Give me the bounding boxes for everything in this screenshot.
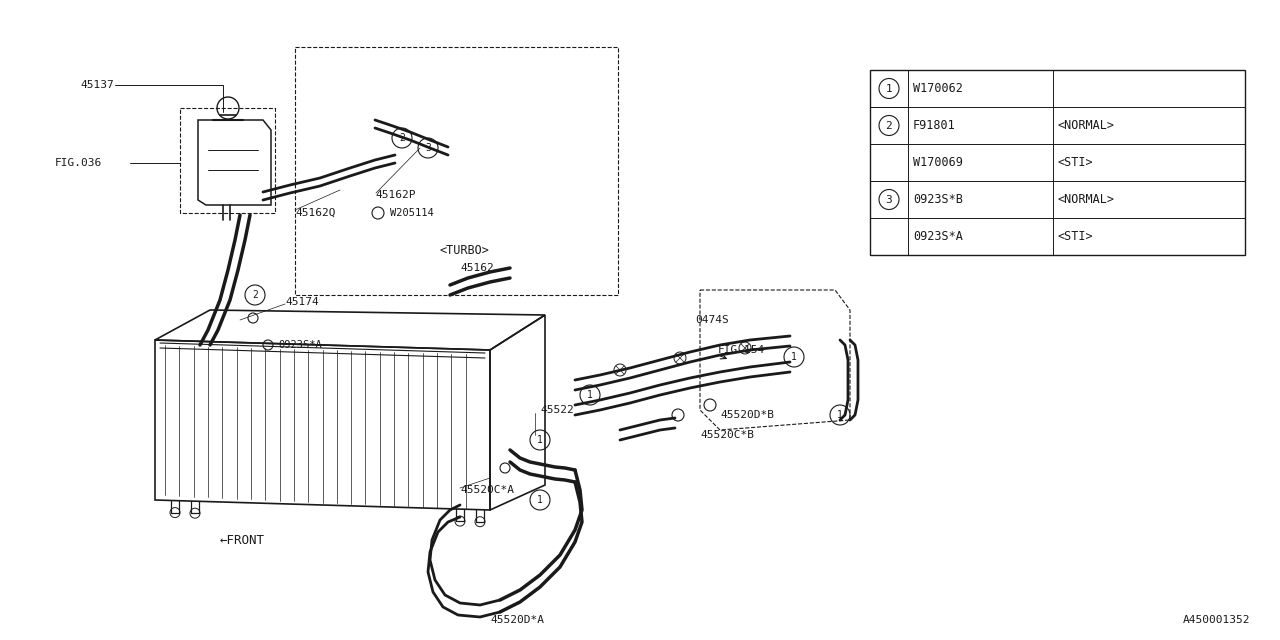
Text: 3: 3	[886, 195, 892, 205]
Text: FIG.154: FIG.154	[718, 345, 765, 355]
Text: 1: 1	[538, 495, 543, 505]
Text: 0923S*A: 0923S*A	[913, 230, 963, 243]
Text: 45520D*A: 45520D*A	[490, 615, 544, 625]
Text: 45174: 45174	[285, 297, 319, 307]
Text: <NORMAL>: <NORMAL>	[1059, 193, 1115, 206]
Text: 2: 2	[399, 133, 404, 143]
Text: <NORMAL>: <NORMAL>	[1059, 119, 1115, 132]
Bar	[870, 70, 1245, 255]
Text: 1: 1	[538, 435, 543, 445]
Text: 45522: 45522	[540, 405, 573, 415]
Text: 45162: 45162	[460, 263, 494, 273]
Text: <STI>: <STI>	[1059, 156, 1093, 169]
Text: 45162Q: 45162Q	[294, 208, 335, 218]
Text: A450001352: A450001352	[1183, 615, 1251, 625]
Text: 45137: 45137	[79, 80, 114, 90]
Text: FIG.036: FIG.036	[55, 158, 102, 168]
Text: <STI>: <STI>	[1059, 230, 1093, 243]
Text: <TURBO>: <TURBO>	[440, 243, 490, 257]
Text: 45520C*A: 45520C*A	[460, 485, 515, 495]
Text: 2: 2	[252, 290, 259, 300]
Text: 2: 2	[886, 120, 892, 131]
Text: 45520D*B: 45520D*B	[719, 410, 774, 420]
Text: 0474S: 0474S	[695, 315, 728, 325]
Text: 3: 3	[425, 143, 431, 153]
Text: W170062: W170062	[913, 82, 963, 95]
Text: 1: 1	[791, 352, 797, 362]
Text: F91801: F91801	[913, 119, 956, 132]
Text: 1: 1	[886, 83, 892, 93]
Text: 0923S*B: 0923S*B	[913, 193, 963, 206]
Text: 1: 1	[588, 390, 593, 400]
Text: 1: 1	[837, 410, 844, 420]
Text: ←FRONT: ←FRONT	[220, 534, 265, 547]
Text: 45520C*B: 45520C*B	[700, 430, 754, 440]
Text: W170069: W170069	[913, 156, 963, 169]
Text: 45162P: 45162P	[375, 190, 416, 200]
Text: W205114: W205114	[390, 208, 434, 218]
Text: 0923S*A: 0923S*A	[278, 340, 321, 350]
